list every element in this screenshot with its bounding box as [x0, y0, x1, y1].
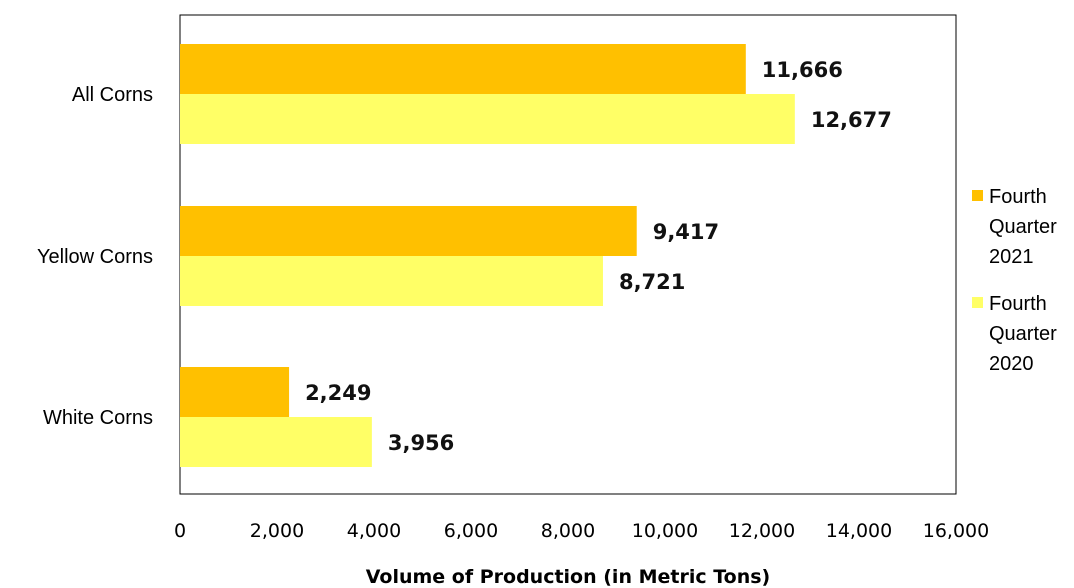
legend: Fourth Quarter 2021 Fourth Quarter 2020: [972, 186, 1057, 375]
bar-q4-2021-yellow-corns: [180, 206, 637, 256]
x-tick-label: 8,000: [541, 520, 595, 542]
x-tick-label: 2,000: [250, 520, 304, 542]
bar-q4-2020-yellow-corns: [180, 256, 603, 306]
x-tick-label: 14,000: [826, 520, 892, 542]
legend-swatch: [972, 297, 983, 308]
category-label: All Corns: [72, 84, 153, 106]
legend-label: 2020: [989, 353, 1034, 375]
data-label: 3,956: [388, 431, 454, 455]
x-tick-label: 6,000: [444, 520, 498, 542]
legend-label: 2021: [989, 246, 1034, 268]
bar-q4-2021-all-corns: [180, 44, 746, 94]
legend-swatch: [972, 190, 983, 201]
legend-label: Quarter: [989, 216, 1057, 238]
x-tick-label: 4,000: [347, 520, 401, 542]
bar-q4-2021-white-corns: [180, 367, 290, 417]
data-label: 8,721: [619, 270, 685, 294]
x-tick-label: 12,000: [729, 520, 795, 542]
category-label: Yellow Corns: [37, 246, 153, 268]
bar-q4-2020-all-corns: [180, 94, 795, 144]
x-axis-tick-labels: 0 2,000 4,000 6,000 8,000 10,000 12,000 14,000 1…: [174, 520, 989, 542]
category-labels: All Corns Yellow Corns White Corns: [37, 84, 153, 429]
legend-label: Fourth: [989, 293, 1047, 315]
x-tick-label: 16,000: [923, 520, 989, 542]
data-label: 2,249: [305, 381, 371, 405]
x-tick-label: 10,000: [632, 520, 698, 542]
x-tick-label: 0: [174, 520, 186, 542]
category-label: White Corns: [43, 407, 153, 429]
data-label: 9,417: [653, 220, 719, 244]
legend-label: Fourth: [989, 186, 1047, 208]
x-axis-title: Volume of Production (in Metric Tons): [366, 566, 771, 588]
legend-label: Quarter: [989, 323, 1057, 345]
bars-layer: 11,666 12,677 9,417 8,721 2,249 3,956: [180, 44, 892, 467]
bar-q4-2020-white-corns: [180, 417, 372, 467]
data-label: 11,666: [762, 58, 843, 82]
data-label: 12,677: [811, 108, 892, 132]
